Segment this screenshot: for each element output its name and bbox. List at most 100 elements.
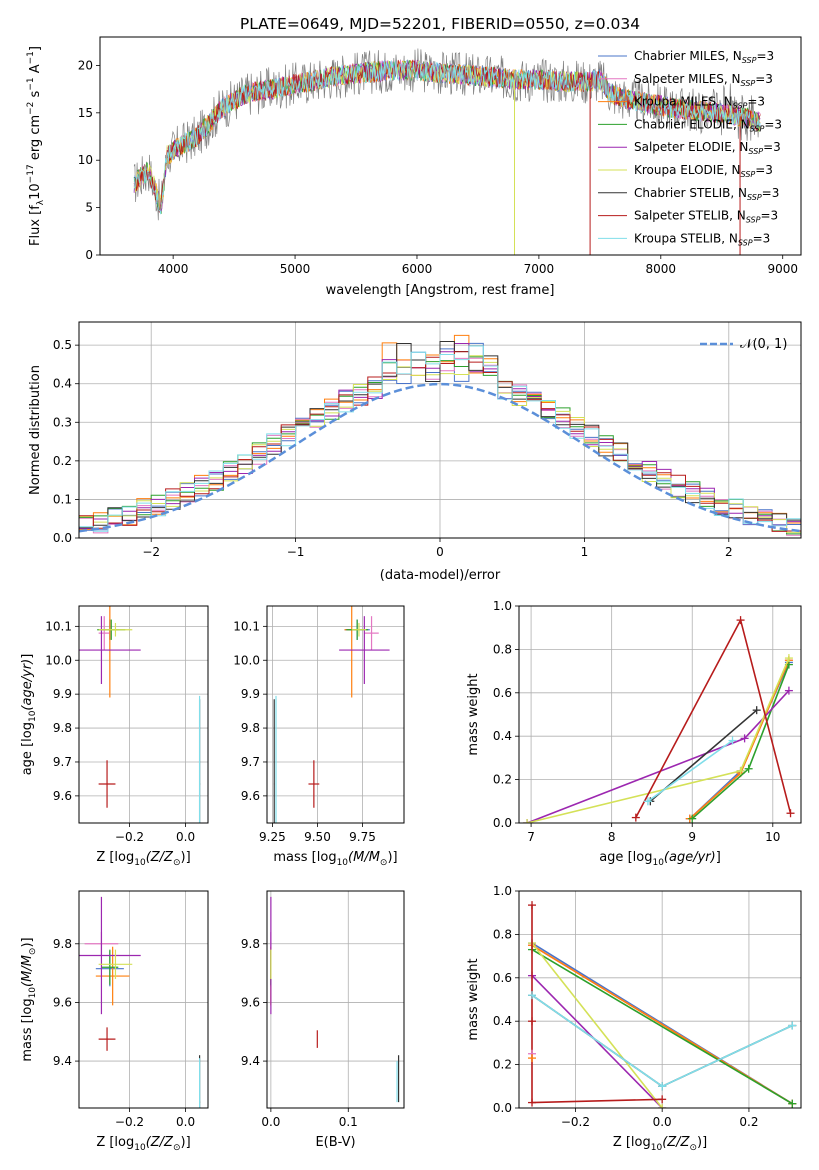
ebv-mass-y-tick-label: 9.8 — [241, 937, 260, 951]
z-weight-x-tick-label: 0.2 — [739, 1115, 758, 1129]
mass-age-y-tick-label: 9.9 — [241, 687, 260, 701]
spectrum-panel: 4000 5000 6000 7000 8000 9000 0 5 10 15 20 Chabrie… — [26, 36, 802, 298]
ebv-mass-panel: 0.0 0.1 9.4 9.6 9.8 E(B-V) — [241, 890, 405, 1150]
z-mass-axes-frame — [78, 890, 209, 1109]
residuals-legend: 𝒩(0, 1) — [700, 337, 787, 352]
z-mass-y-label: mass [log10(M/M⊙)] — [20, 937, 38, 1061]
residuals-y-label: Normed distribution — [28, 365, 43, 495]
mass-age-axes-frame — [266, 605, 405, 824]
z-weight-series-kroupa-elodie — [528, 939, 667, 1108]
z-weight-y-label: mass weight — [466, 958, 481, 1040]
z-age-y-tick-label: 10.1 — [45, 619, 72, 633]
age-weight-series-salpeter-miles — [685, 656, 793, 823]
z-age-y-tick-label: 9.8 — [53, 721, 72, 735]
z-age-x-label: Z [log10(Z/Z⊙)] — [96, 850, 190, 868]
histogram-salpeter-stelib — [79, 351, 801, 538]
residuals-x-tick-label: 0 — [436, 545, 444, 559]
mass-age-y-tick-label: 10.0 — [233, 653, 260, 667]
ebv-mass-x-tick-label: 0.0 — [261, 1115, 280, 1129]
residuals-y-tick-label: 0.0 — [53, 531, 72, 545]
mass-age-y-tick-label: 9.8 — [241, 721, 260, 735]
spectrum-y-tick-label: 5 — [85, 201, 93, 215]
spectrum-y-tick-label: 15 — [78, 106, 93, 120]
residuals-x-tick-label: 1 — [581, 545, 589, 559]
spectrum-x-tick-label: 9000 — [767, 262, 798, 276]
mass-age-y-tick-label: 9.7 — [241, 755, 260, 769]
z-mass-y-tick-label: 9.8 — [53, 937, 72, 951]
z-mass-y-tick-label: 9.4 — [53, 1054, 72, 1068]
z-age-point-kroupa-stelib — [198, 695, 201, 823]
z-mass-x-label: Z [log10(Z/Z⊙)] — [96, 1135, 190, 1153]
residuals-x-tick-label: 2 — [725, 545, 733, 559]
age-weight-y-tick-label: 1.0 — [493, 599, 512, 613]
z-weight-x-tick-label: 0.0 — [653, 1115, 672, 1129]
z-age-y-tick-label: 9.9 — [53, 687, 72, 701]
mass-age-point-chabrier-stelib — [273, 699, 275, 823]
spectrum-ticks: 4000 5000 6000 7000 8000 9000 0 5 10 15 20 — [78, 58, 798, 276]
mass-age-point-salpeter-elodie — [339, 616, 390, 684]
z-weight-y-tick-label: 0.0 — [493, 1101, 512, 1115]
spectrum-plot-area — [133, 48, 761, 255]
z-age-x-tick-label: 0.0 — [176, 830, 195, 844]
z-weight-series-salpeter-stelib — [528, 901, 667, 1107]
spectrum-y-tick-label: 20 — [78, 58, 93, 72]
residuals-y-tick-label: 0.4 — [53, 377, 72, 391]
z-age-axes-frame — [78, 605, 209, 824]
z-age-point-kroupa-elodie — [98, 622, 133, 637]
z-weight-x-label: Z [log10(Z/Z⊙)] — [613, 1135, 707, 1153]
z-weight-extra-marker — [528, 1054, 537, 1063]
z-age-point-salpeter-stelib — [98, 760, 116, 808]
age-weight-series-salpeter-stelib — [631, 616, 795, 822]
age-weight-panel: 7 8 9 10 0.0 0.2 0.4 0.6 0.8 1.0 age [log10(age/yr… — [466, 599, 802, 868]
z-mass-point-salpeter-elodie — [79, 896, 141, 1015]
residuals-y-tick-label: 0.3 — [53, 415, 72, 429]
spectrum-y-tick-label: 10 — [78, 153, 93, 167]
spectrum-x-tick-label: 4000 — [158, 262, 189, 276]
ebv-mass-y-tick-label: 9.6 — [241, 995, 260, 1009]
age-weight-series-kroupa-stelib — [643, 736, 737, 806]
z-weight-y-tick-label: 0.6 — [493, 971, 512, 985]
figure-title: PLATE=0649, MJD=52201, FIBERID=0550, z=0… — [240, 15, 640, 33]
z-mass-panel: −0.2 0.0 9.4 9.6 9.8 Z [log10(Z/Z⊙)] mass [log… — [20, 890, 209, 1153]
z-age-panel: −0.2 0.0 9.6 9.7 9.8 9.9 10.0 10.1 Z [log10(Z/Z⊙… — [20, 605, 209, 868]
age-weight-x-tick-label: 9 — [688, 830, 696, 844]
parameter-panels: −0.2 0.0 9.6 9.7 9.8 9.9 10.0 10.1 Z [log10(Z/Z⊙… — [20, 599, 802, 1153]
mass-age-x-tick-label: 9.25 — [259, 830, 286, 844]
z-mass-x-tick-label: 0.0 — [176, 1115, 195, 1129]
mass-age-point-salpeter-miles — [364, 616, 379, 651]
age-weight-x-tick-label: 10 — [765, 830, 780, 844]
residuals-x-tick-label: −1 — [287, 545, 305, 559]
residuals-y-tick-label: 0.1 — [53, 492, 72, 506]
age-weight-y-tick-label: 0.8 — [493, 642, 512, 656]
age-weight-x-label: age [log10(age/yr)] — [599, 850, 721, 868]
z-weight-x-tick-label: −0.2 — [561, 1115, 590, 1129]
z-weight-y-tick-label: 0.8 — [493, 927, 512, 941]
z-weight-panel: −0.2 0.0 0.2 0.0 0.2 0.4 0.6 0.8 1.0 Z [log10(Z/Z… — [466, 884, 802, 1153]
z-age-y-label: age [log10(age/yr)] — [20, 654, 38, 776]
histogram-kroupa-stelib — [79, 345, 801, 538]
z-weight-series-salpeter-elodie — [528, 971, 667, 1108]
age-weight-x-tick-label: 8 — [608, 830, 616, 844]
normal-curve-legend-label: 𝒩(0, 1) — [740, 337, 787, 352]
residuals-y-tick-label: 0.2 — [53, 454, 72, 468]
z-age-point-salpeter-elodie — [79, 616, 141, 684]
mass-age-x-label: mass [log10(M/M⊙)] — [273, 850, 397, 868]
ebv-mass-y-tick-label: 9.4 — [241, 1054, 260, 1068]
mass-age-y-tick-label: 10.1 — [233, 619, 260, 633]
legend-label-kroupa-elodie: Kroupa ELODIE, NSSP=3 — [634, 163, 773, 179]
age-weight-y-tick-label: 0.2 — [493, 773, 512, 787]
z-mass-point-kroupa-stelib — [198, 1058, 201, 1108]
age-weight-y-tick-label: 0.6 — [493, 686, 512, 700]
normal-curve — [79, 382, 801, 533]
z-weight-y-tick-label: 0.4 — [493, 1014, 512, 1028]
spectrum-x-label: wavelength [Angstrom, rest frame] — [326, 283, 555, 298]
z-weight-series-kroupa-stelib — [528, 991, 797, 1091]
z-age-y-tick-label: 9.7 — [53, 755, 72, 769]
legend-label-salpeter-elodie: Salpeter ELODIE, NSSP=3 — [634, 140, 781, 156]
mass-age-x-tick-label: 9.75 — [349, 830, 376, 844]
z-mass-y-tick-label: 9.6 — [53, 995, 72, 1009]
z-weight-extra-marker — [528, 1017, 537, 1026]
spectrum-y-label: Flux [fλ10−17 erg cm−2 s−1 A−1] — [26, 46, 46, 246]
z-weight-axes-frame — [518, 890, 802, 1109]
